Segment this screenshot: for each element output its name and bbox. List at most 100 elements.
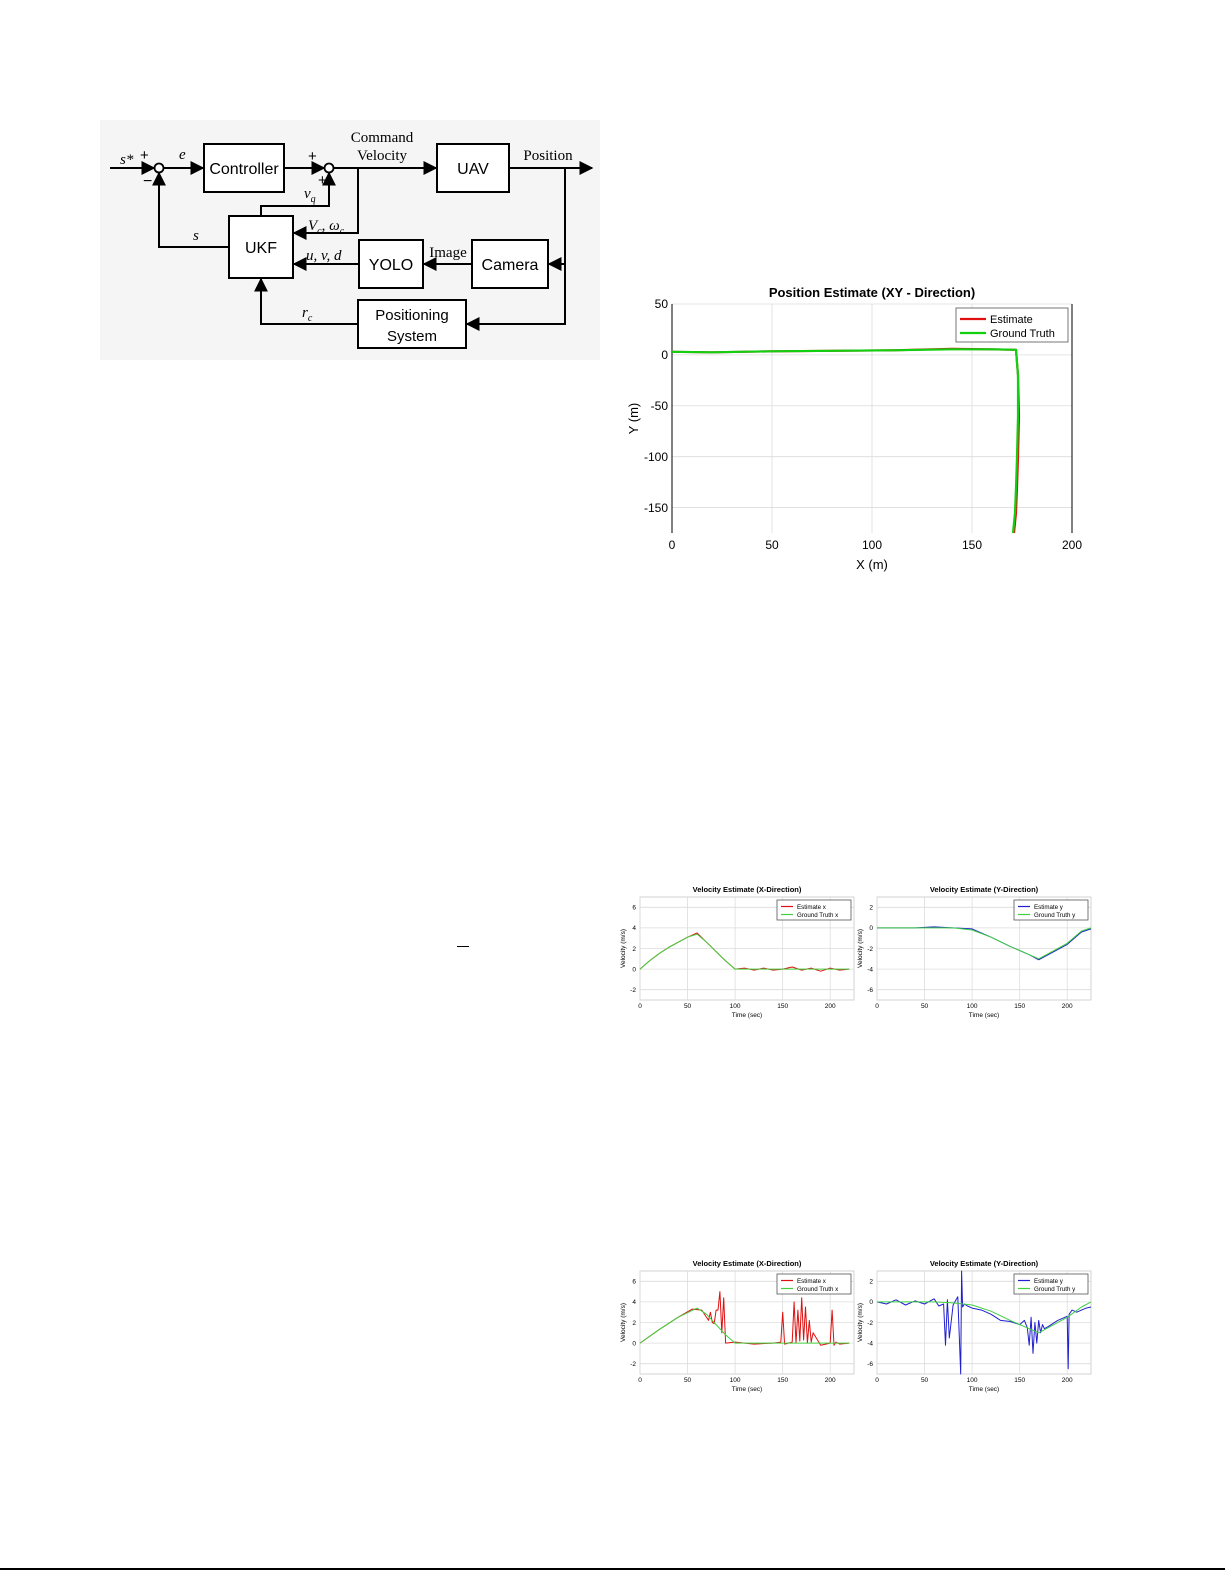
x-tick-label: 50 — [921, 1003, 929, 1010]
x-tick-label: 200 — [825, 1377, 836, 1384]
y-tick-label: 0 — [632, 1340, 636, 1347]
legend-label: Estimate — [990, 314, 1033, 326]
x-axis-label: Time (sec) — [969, 1386, 999, 1393]
x-tick-label: 50 — [765, 538, 779, 552]
x-tick-label: 50 — [921, 1377, 929, 1384]
legend-box — [1013, 899, 1089, 921]
uav-block — [436, 143, 510, 193]
chart-title: Velocity Estimate (X-Direction) — [693, 885, 802, 894]
y-tick-label: 6 — [632, 1279, 636, 1286]
x-tick-label: 100 — [967, 1377, 978, 1384]
overbar-mark — [457, 946, 469, 947]
velocity-x-chart-top: Velocity Estimate (X-Direction) 0 50 100 150… — [620, 885, 855, 1019]
plus-sign-2: + — [308, 148, 317, 165]
y-tick-label: 0 — [869, 1299, 873, 1306]
y-tick-label: 0 — [632, 966, 636, 973]
positioning-label-line2: System — [387, 328, 437, 345]
arrow-position-to-positioning — [465, 264, 566, 331]
velocity-y-chart-bottom: Velocity Estimate (Y-Direction) 0 50 100 150… — [857, 1259, 1092, 1393]
y-tick-label: -4 — [867, 1340, 873, 1347]
series-line-2 — [639, 1307, 850, 1344]
velocity-x-chart-bottom: Velocity Estimate (X-Direction) 0 50 100 150… — [620, 1259, 855, 1393]
y-tick-label: -50 — [651, 399, 669, 413]
x-tick-label: 0 — [875, 1377, 879, 1384]
legend-box — [955, 307, 1069, 343]
y-tick-label: 2 — [632, 1320, 636, 1327]
x-axis-label: Time (sec) — [732, 1012, 762, 1019]
legend-box — [776, 899, 852, 921]
camera-block — [471, 239, 549, 289]
legend-label: Estimate y — [1034, 1278, 1064, 1285]
plus-sign-3: + — [318, 172, 327, 189]
y-tick-label: -2 — [867, 946, 873, 953]
y-tick-label: 4 — [632, 1299, 636, 1306]
x-axis-label: Time (sec) — [969, 1012, 999, 1019]
x-axis-label: X (m) — [856, 557, 888, 572]
y-tick-label: -2 — [867, 1320, 873, 1327]
series-line-1 — [876, 1270, 1092, 1375]
velocity-y-chart-top: Velocity Estimate (Y-Direction) 0 50 100 150… — [857, 885, 1092, 1019]
x-tick-label: 0 — [669, 538, 676, 552]
camera-label: Camera — [482, 257, 539, 274]
x-tick-label: 50 — [684, 1377, 692, 1384]
y-axis-label: Velocity (m/s) — [857, 929, 864, 968]
y-tick-label: 4 — [632, 925, 636, 932]
command-label-line2: Velocity — [357, 148, 407, 164]
x-tick-label: 200 — [1062, 1377, 1073, 1384]
y-tick-label: -100 — [644, 450, 668, 464]
minus-sign-1: − — [143, 173, 152, 190]
uav-label: UAV — [457, 161, 489, 178]
x-axis-label: Time (sec) — [732, 1386, 762, 1393]
series-line-2 — [671, 348, 1020, 534]
y-tick-label: -6 — [867, 1361, 873, 1368]
x-tick-label: 150 — [1014, 1377, 1025, 1384]
x-tick-label: 100 — [730, 1377, 741, 1384]
legend-label: Ground Truth x — [797, 912, 839, 919]
controller-block — [203, 143, 285, 193]
y-tick-label: -2 — [630, 987, 636, 994]
arrow-s-feedback — [152, 171, 229, 248]
y-tick-label: -2 — [630, 1361, 636, 1368]
yolo-label: YOLO — [369, 257, 413, 274]
sstar-label: s* — [120, 152, 134, 168]
positioning-label-line1: Positioning — [375, 307, 448, 324]
yolo-block — [358, 239, 424, 289]
x-tick-label: 100 — [730, 1003, 741, 1010]
y-tick-label: 0 — [869, 925, 873, 932]
uvd-label: u, v, d — [306, 248, 342, 264]
command-label-line1: Command — [351, 130, 414, 146]
y-tick-label: 2 — [632, 946, 636, 953]
legend-label: Estimate y — [1034, 904, 1064, 911]
x-tick-label: 150 — [962, 538, 982, 552]
y-tick-label: -4 — [867, 966, 873, 973]
x-tick-label: 200 — [1062, 538, 1082, 552]
e-label: e — [179, 147, 186, 163]
image-label: Image — [429, 245, 467, 261]
chart-title: Velocity Estimate (Y-Direction) — [930, 885, 1039, 894]
legend-box — [1013, 1273, 1089, 1295]
position-estimate-chart: Position Estimate (XY - Direction) 0 50 100… — [626, 285, 1082, 572]
legend-label: Ground Truth y — [1034, 912, 1076, 919]
series-line-2 — [639, 933, 850, 970]
legend-label: Estimate x — [797, 904, 827, 911]
y-tick-label: 2 — [869, 905, 873, 912]
vq-label: vq — [304, 186, 316, 205]
x-tick-label: 200 — [1062, 1003, 1073, 1010]
x-tick-label: 50 — [684, 1003, 692, 1010]
rc-label: rc — [302, 305, 313, 324]
x-tick-label: 150 — [1014, 1003, 1025, 1010]
series-line-2 — [877, 927, 1092, 960]
page-bottom-rule — [0, 1568, 1225, 1570]
legend-label: Ground Truth x — [797, 1286, 839, 1293]
y-tick-label: -6 — [867, 987, 873, 994]
y-tick-label: 50 — [655, 297, 669, 311]
chart-title: Velocity Estimate (X-Direction) — [693, 1259, 802, 1268]
y-tick-label: -150 — [644, 501, 668, 515]
x-tick-label: 150 — [777, 1003, 788, 1010]
ukf-block — [228, 215, 294, 279]
s-label: s — [193, 228, 199, 244]
x-tick-label: 0 — [638, 1377, 642, 1384]
x-tick-label: 150 — [777, 1377, 788, 1384]
series-line-2 — [877, 1301, 1092, 1334]
arrow-vc-omega — [292, 168, 359, 240]
